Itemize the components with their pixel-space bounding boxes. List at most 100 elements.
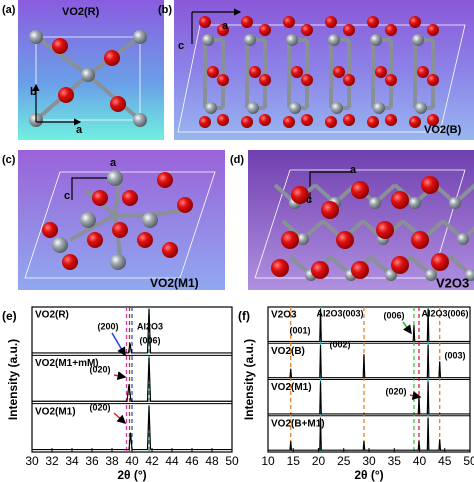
annotation-arrow bbox=[111, 332, 126, 357]
peak-annotation: (006) bbox=[383, 310, 404, 320]
oxygen-atom bbox=[199, 16, 211, 28]
x-tick-label: 50 bbox=[463, 454, 474, 468]
axis-label: a bbox=[222, 20, 229, 32]
oxygen-atom bbox=[110, 96, 126, 112]
oxygen-atom bbox=[281, 231, 299, 249]
oxygen-atom bbox=[301, 24, 313, 36]
vanadium-atom bbox=[133, 113, 147, 127]
axis-label: a bbox=[76, 124, 83, 136]
oxygen-atom bbox=[427, 114, 439, 126]
axis-label: c bbox=[178, 40, 184, 52]
oxygen-atom bbox=[87, 232, 103, 248]
x-tick-label: 50 bbox=[225, 454, 239, 468]
oxygen-atom bbox=[367, 16, 379, 28]
axis-label: a bbox=[110, 157, 117, 169]
phase-label: VO2(R) bbox=[62, 6, 100, 18]
vanadium-atom bbox=[409, 197, 421, 209]
series-label: V2O3 bbox=[271, 310, 297, 321]
oxygen-atom bbox=[162, 242, 178, 258]
vanadium-atom bbox=[449, 197, 461, 209]
x-tick-label: 40 bbox=[125, 454, 139, 468]
y-axis-label: Intensity (a.u.) bbox=[242, 339, 256, 420]
peak-annotation: (001) bbox=[289, 325, 310, 335]
vanadium-atom bbox=[465, 269, 474, 281]
annotation-arrow bbox=[113, 371, 127, 381]
oxygen-atom bbox=[122, 190, 138, 206]
oxygen-atom bbox=[249, 66, 261, 78]
cell-edge bbox=[71, 177, 122, 200]
structures bbox=[24, 8, 474, 281]
vanadium-atom bbox=[369, 197, 381, 209]
x-axis-label: 2θ (°) bbox=[354, 468, 383, 482]
vanadium-atom bbox=[286, 34, 298, 46]
x-tick-label: 34 bbox=[65, 454, 79, 468]
xrd-trace bbox=[32, 406, 232, 451]
peak-annotation: Al2O3(006) bbox=[421, 308, 468, 318]
x-tick-label: 30 bbox=[362, 454, 376, 468]
cell-edge bbox=[24, 171, 216, 279]
oxygen-atom bbox=[391, 256, 409, 274]
x-tick-label: 44 bbox=[165, 454, 179, 468]
vanadium-atom bbox=[328, 34, 340, 46]
peak-annotation: (200) bbox=[97, 321, 118, 331]
oxygen-atom bbox=[385, 114, 397, 126]
oxygen-atom bbox=[311, 261, 329, 279]
xrd-trace bbox=[268, 345, 470, 379]
x-tick-label: 42 bbox=[145, 454, 159, 468]
oxygen-atom bbox=[271, 259, 289, 277]
xrd-trace bbox=[268, 417, 470, 451]
x-tick-label: 15 bbox=[287, 454, 301, 468]
axis-label: c bbox=[306, 194, 312, 206]
panel-label: (b) bbox=[158, 4, 172, 16]
peak-annotation: Al2O3(003) bbox=[316, 308, 363, 318]
axis-label: b bbox=[30, 86, 37, 98]
x-tick-label: 40 bbox=[413, 454, 427, 468]
oxygen-atom bbox=[325, 116, 337, 128]
vanadium-atom bbox=[415, 102, 427, 114]
panel-label: (f) bbox=[238, 309, 250, 323]
oxygen-atom bbox=[431, 253, 449, 271]
annotation-arrow bbox=[113, 412, 127, 425]
panel-label: (e) bbox=[2, 309, 17, 323]
oxygen-atom bbox=[112, 222, 128, 238]
x-tick-label: 48 bbox=[205, 454, 219, 468]
vanadium-atom bbox=[52, 237, 68, 253]
x-tick-label: 30 bbox=[25, 454, 39, 468]
bond bbox=[69, 213, 116, 242]
vanadium-atom bbox=[412, 34, 424, 46]
vanadium-atom bbox=[107, 170, 123, 186]
oxygen-atom bbox=[217, 74, 229, 86]
vanadium-atom bbox=[247, 102, 259, 114]
xrd-trace bbox=[32, 357, 232, 402]
oxygen-atom bbox=[291, 186, 309, 204]
annotation-arrow bbox=[409, 391, 422, 400]
series-label: VO2(M1) bbox=[35, 406, 76, 417]
oxygen-atom bbox=[259, 74, 271, 86]
series-label: VO2(R) bbox=[35, 310, 69, 321]
vanadium-atom bbox=[80, 212, 96, 228]
oxygen-atom bbox=[343, 74, 355, 86]
oxygen-atom bbox=[283, 116, 295, 128]
oxygen-atom bbox=[351, 261, 369, 279]
vanadium-atom bbox=[385, 269, 397, 281]
oxygen-atom bbox=[391, 191, 409, 209]
oxygen-atom bbox=[343, 24, 355, 36]
y-axis-label: Intensity (a.u.) bbox=[6, 339, 20, 420]
vanadium-atom bbox=[425, 269, 437, 281]
oxygen-atom bbox=[351, 181, 369, 199]
bond bbox=[149, 208, 186, 217]
oxygen-atom bbox=[409, 116, 421, 128]
vanadium-atom bbox=[373, 102, 385, 114]
oxygen-atom bbox=[385, 24, 397, 36]
oxygen-atom bbox=[177, 197, 193, 213]
oxygen-atom bbox=[259, 114, 271, 126]
vanadium-atom bbox=[331, 102, 343, 114]
vanadium-atom bbox=[133, 30, 147, 44]
phase-label: V2O3 bbox=[436, 275, 469, 290]
xrd-trace bbox=[32, 309, 232, 354]
oxygen-atom bbox=[343, 114, 355, 126]
x-tick-label: 36 bbox=[85, 454, 99, 468]
x-tick-label: 38 bbox=[105, 454, 119, 468]
oxygen-atom bbox=[137, 232, 153, 248]
